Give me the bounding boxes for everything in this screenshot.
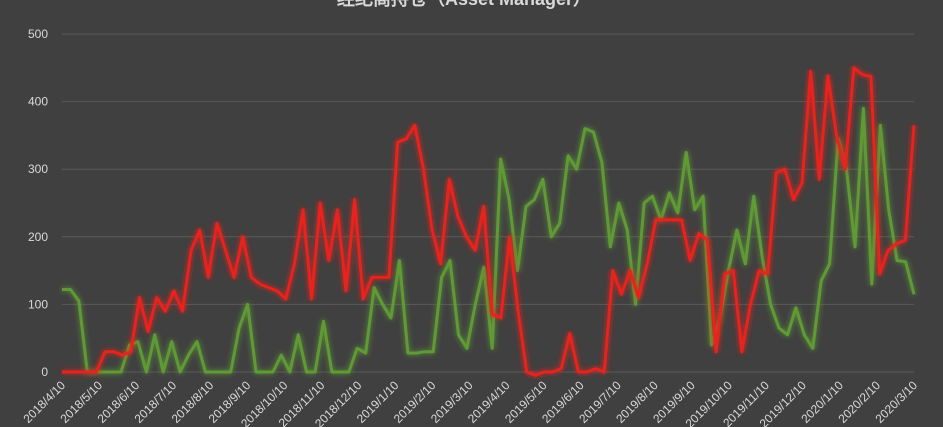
chart-title: 经纪商持仓（Asset Manager） bbox=[337, 0, 591, 9]
series-line-2 bbox=[62, 66, 916, 377]
series-layer bbox=[62, 66, 916, 377]
y-tick-label: 200 bbox=[28, 230, 48, 244]
x-axis-ticks: 2018/4/102018/5/102018/6/102018/7/102018… bbox=[20, 378, 920, 427]
y-tick-label: 300 bbox=[28, 162, 48, 176]
y-axis-ticks: 0 100 200 300 400 500 bbox=[28, 27, 48, 379]
y-tick-label: 400 bbox=[28, 95, 48, 109]
y-tick-label: 100 bbox=[28, 297, 48, 311]
series-line-1 bbox=[62, 106, 916, 374]
grid-layer bbox=[62, 33, 914, 373]
y-tick-label: 0 bbox=[41, 365, 48, 379]
y-tick-label: 500 bbox=[28, 27, 48, 41]
